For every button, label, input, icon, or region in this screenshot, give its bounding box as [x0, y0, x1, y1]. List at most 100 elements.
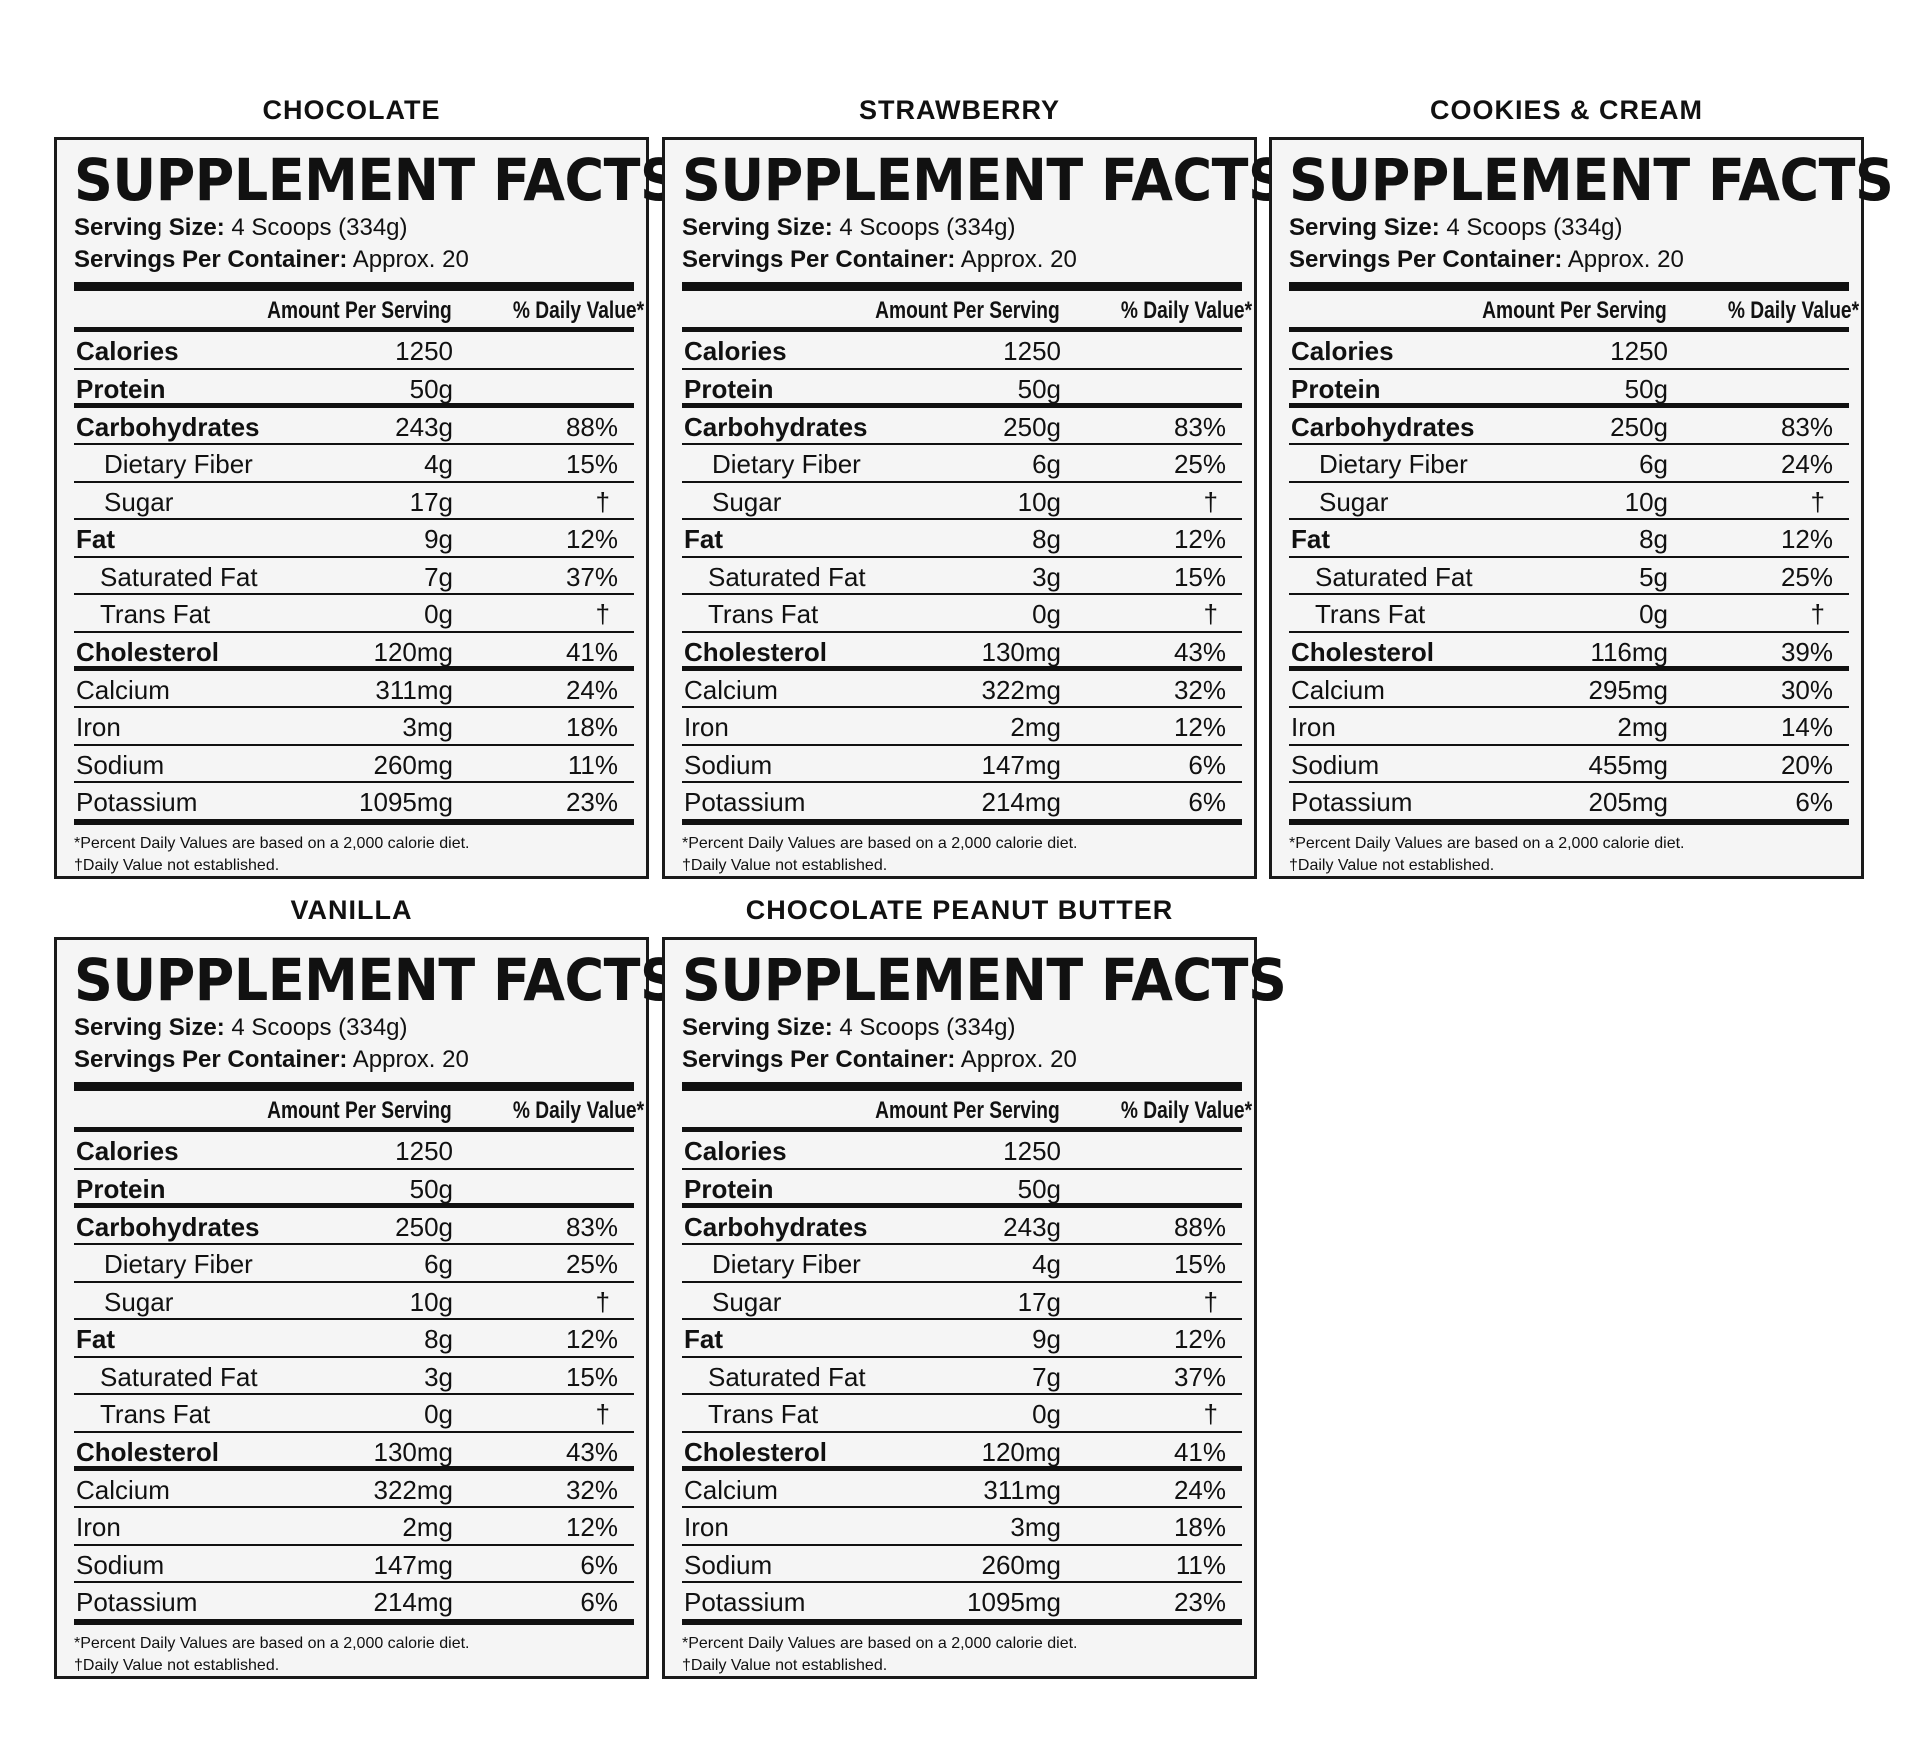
nutrient-row: Fat 9g 12% [682, 1320, 1242, 1358]
panel-content: SUPPLEMENT FACTS Serving Size: 4 Scoops (… [74, 946, 679, 1677]
nutrient-amount: 9g [1032, 1324, 1061, 1354]
nutrient-row: Potassium 205mg 6% [1289, 783, 1849, 819]
nutrient-amount: 2mg [402, 1512, 453, 1542]
nutrient-name: Sugar [712, 486, 782, 517]
nutrient-name: Saturated Fat [100, 561, 258, 592]
supplement-facts-panel: SUPPLEMENT FACTS Serving Size: 4 Scoops (… [54, 137, 679, 879]
nutrient-daily-value: 14% [1780, 712, 1833, 742]
amount-header: Amount Per Serving [875, 297, 1060, 324]
serving-size: Serving Size: 4 Scoops (334g) [1289, 212, 1849, 244]
nutrient-row: Carbohydrates 250g 83% [1289, 408, 1849, 445]
nutrient-amount: 2mg [1617, 712, 1668, 742]
nutrient-row: Iron 3mg 18% [74, 708, 634, 746]
panel-content: SUPPLEMENT FACTS Serving Size: 4 Scoops (… [682, 948, 1287, 1677]
nutrient-amount: 6g [424, 1249, 453, 1279]
nutrient-amount: 1250 [1003, 336, 1061, 366]
nutrient-row: Dietary Fiber 4g 15% [74, 445, 634, 483]
nutrient-row: Sugar 17g † [682, 1283, 1242, 1320]
nutrient-amount: 250g [1610, 411, 1668, 442]
nutrient-row: Carbohydrates 250g 83% [682, 408, 1242, 445]
nutrient-amount: 243g [1003, 1211, 1061, 1242]
flavor-label: COOKIES & CREAM [1429, 95, 1704, 125]
nutrient-daily-value: 12% [565, 1512, 618, 1542]
nutrient-daily-value: 83% [1173, 411, 1226, 442]
nutrient-row: Protein 50g [682, 1170, 1242, 1208]
footnotes: *Percent Daily Values are based on a 2,0… [682, 1633, 1242, 1677]
serving-size-label: Serving Size: [682, 1014, 833, 1041]
nutrient-name: Dietary Fiber [1319, 449, 1468, 479]
amount-header: Amount Per Serving [267, 297, 452, 324]
nutrient-amount: 0g [1639, 599, 1668, 629]
nutrient-amount: 50g [409, 373, 453, 404]
nutrient-amount: 295mg [1588, 674, 1669, 705]
serving-size-value: 4 Scoops (334g) [231, 214, 408, 241]
nutrient-name: Sugar [1319, 486, 1389, 517]
nutrient-row: Calcium 322mg 32% [74, 1471, 634, 1508]
nutrient-amount: 322mg [981, 674, 1062, 705]
nutrient-amount: 147mg [373, 1549, 454, 1580]
nutrient-daily-value: 25% [1780, 561, 1833, 592]
nutrient-name: Dietary Fiber [712, 449, 861, 479]
nutrient-amount: 1250 [395, 336, 453, 366]
nutrient-name: Carbohydrates [1291, 411, 1475, 442]
nutrient-amount: 214mg [373, 1587, 454, 1617]
nutrient-name: Saturated Fat [708, 1361, 866, 1392]
nutrient-name: Sugar [104, 486, 174, 517]
panel-content: SUPPLEMENT FACTS Serving Size: 4 Scoops (… [682, 146, 1287, 877]
nutrient-name: Calories [1291, 336, 1394, 366]
nutrient-name: Calories [76, 1136, 179, 1166]
nutrient-amount: 311mg [983, 1474, 1061, 1505]
nutrient-row: Calcium 322mg 32% [682, 671, 1242, 708]
nutrient-row: Fat 8g 12% [1289, 520, 1849, 558]
nutrient-name: Dietary Fiber [104, 1249, 253, 1279]
divider-bar [682, 1127, 1242, 1132]
nutrient-daily-value: 24% [565, 674, 618, 705]
nutrient-name: Potassium [1291, 787, 1413, 817]
serving-size-label: Serving Size: [1289, 214, 1440, 241]
nutrient-daily-value: 83% [565, 1211, 618, 1242]
nutrient-name: Cholesterol [684, 636, 828, 667]
flavor-label: STRAWBERRY [858, 95, 1060, 125]
nutrient-name: Calcium [684, 674, 778, 705]
nutrient-name: Protein [76, 373, 166, 404]
daily-value-header: % Daily Value* [512, 1097, 644, 1124]
divider-bar [682, 1082, 1242, 1091]
nutrient-amount: 1095mg [967, 1587, 1061, 1617]
nutrient-name: Sodium [684, 1549, 773, 1580]
servings-label: Servings Per Container: [1289, 246, 1563, 273]
nutrient-row: Fat 8g 12% [682, 520, 1242, 558]
panel-title: SUPPLEMENT FACTS [74, 946, 679, 1014]
servings-per-container: Servings Per Container: Approx. 20 [74, 1044, 634, 1076]
serving-size-label: Serving Size: [682, 214, 833, 241]
nutrient-daily-value: † [1203, 599, 1218, 629]
daily-value-header: % Daily Value* [1120, 1097, 1252, 1124]
nutrient-name: Carbohydrates [76, 1211, 260, 1242]
nutrient-daily-value: 25% [565, 1249, 618, 1279]
nutrient-daily-value: 15% [1173, 1249, 1226, 1279]
nutrient-amount: 130mg [373, 1436, 454, 1467]
nutrient-row: Calcium 311mg 24% [74, 671, 634, 708]
divider-bar [1289, 327, 1849, 332]
nutrient-row: Sodium 147mg 6% [74, 1546, 634, 1583]
nutrient-amount: 250g [1003, 411, 1061, 442]
divider-bar [682, 282, 1242, 291]
nutrient-daily-value: 15% [1173, 561, 1226, 592]
divider-bar [682, 1618, 1242, 1625]
nutrient-name: Fat [76, 524, 115, 554]
panel-title: SUPPLEMENT FACTS [682, 146, 1287, 214]
nutrient-amount: 6g [1032, 449, 1061, 479]
panel-content: SUPPLEMENT FACTS Serving Size: 4 Scoops (… [1289, 148, 1894, 877]
nutrient-name: Fat [76, 1324, 115, 1354]
nutrient-name: Trans Fat [708, 599, 819, 629]
divider-bar [1289, 818, 1849, 825]
nutrient-row: Carbohydrates 243g 88% [682, 1208, 1242, 1245]
serving-size-value: 4 Scoops (334g) [839, 1014, 1016, 1041]
flavor-label: CHOCOLATE [262, 95, 441, 125]
daily-value-header: % Daily Value* [1120, 297, 1252, 324]
nutrient-row: Saturated Fat 7g 37% [74, 558, 634, 595]
nutrient-daily-value: 32% [1173, 674, 1226, 705]
nutrient-daily-value: † [1810, 486, 1825, 517]
footnote-daily-values: *Percent Daily Values are based on a 2,0… [682, 1634, 1078, 1652]
nutrient-row: Trans Fat 0g † [1289, 595, 1849, 633]
